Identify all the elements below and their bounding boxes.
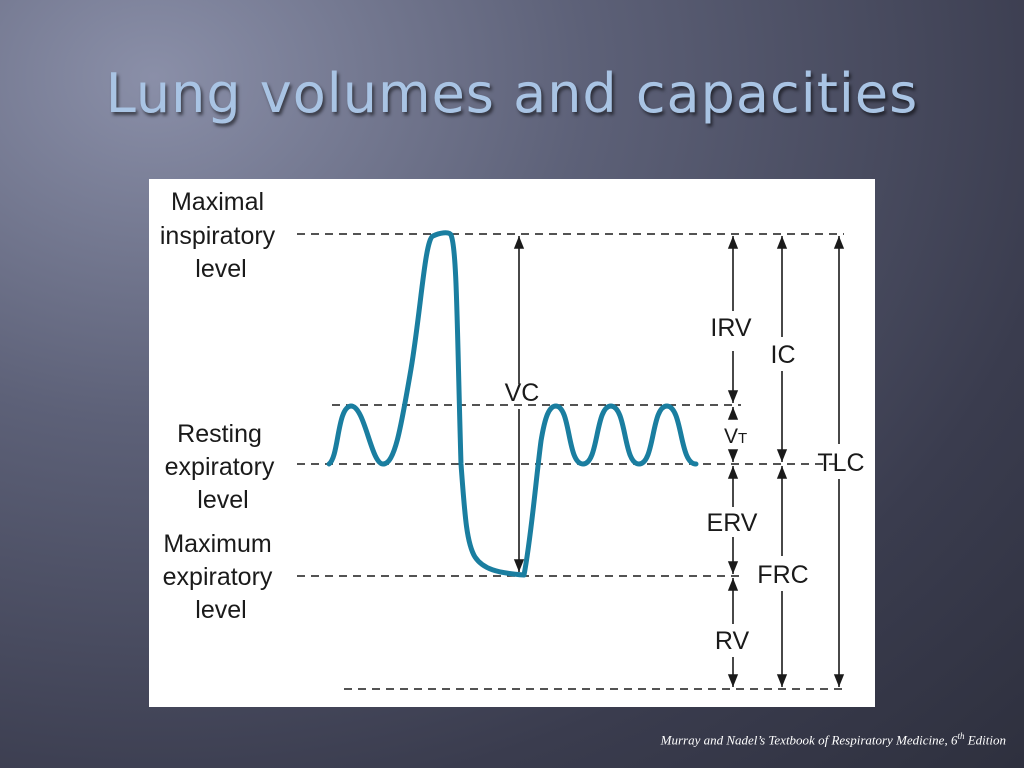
rest-exp-label: Resting expiratory level xyxy=(165,420,282,514)
max-insp-label-line: level xyxy=(195,255,246,283)
frc-label: FRC xyxy=(757,561,808,589)
irv-label: IRV xyxy=(710,314,752,342)
max-exp-label: Maximum expiratory level xyxy=(163,530,280,624)
max-exp-label-line: Maximum xyxy=(163,530,271,558)
max-exp-label-line: level xyxy=(195,596,246,624)
ic-label: IC xyxy=(771,341,796,369)
breathing-trace xyxy=(326,230,699,578)
rest-exp-label-line: level xyxy=(197,486,248,514)
vc-label: VC xyxy=(505,379,540,407)
spirogram-svg: Maximal inspiratory level Resting expira… xyxy=(160,188,865,690)
tlc-label: TLC xyxy=(817,449,864,477)
vt-label-main: V xyxy=(724,425,738,448)
citation: Murray and Nadel’s Textbook of Respirato… xyxy=(661,731,1006,748)
max-exp-label-line: expiratory xyxy=(163,563,273,591)
slide-title: Lung volumes and capacities xyxy=(105,62,919,125)
erv-label: ERV xyxy=(707,509,758,537)
rest-exp-label-line: expiratory xyxy=(165,453,275,481)
citation-superscript: th xyxy=(957,731,965,741)
rv-label: RV xyxy=(715,627,750,655)
max-insp-label: Maximal inspiratory level xyxy=(160,188,282,283)
max-insp-label-line: inspiratory xyxy=(160,222,276,250)
rest-exp-label-line: Resting xyxy=(177,420,262,448)
vt-label-sub: T xyxy=(738,430,747,447)
max-insp-label-line: Maximal xyxy=(171,188,264,216)
vt-label: VT xyxy=(724,425,747,448)
citation-text: Murray and Nadel’s Textbook of Respirato… xyxy=(660,732,958,748)
citation-edition: Edition xyxy=(964,732,1006,748)
lung-volume-diagram: Maximal inspiratory level Resting expira… xyxy=(149,179,875,707)
